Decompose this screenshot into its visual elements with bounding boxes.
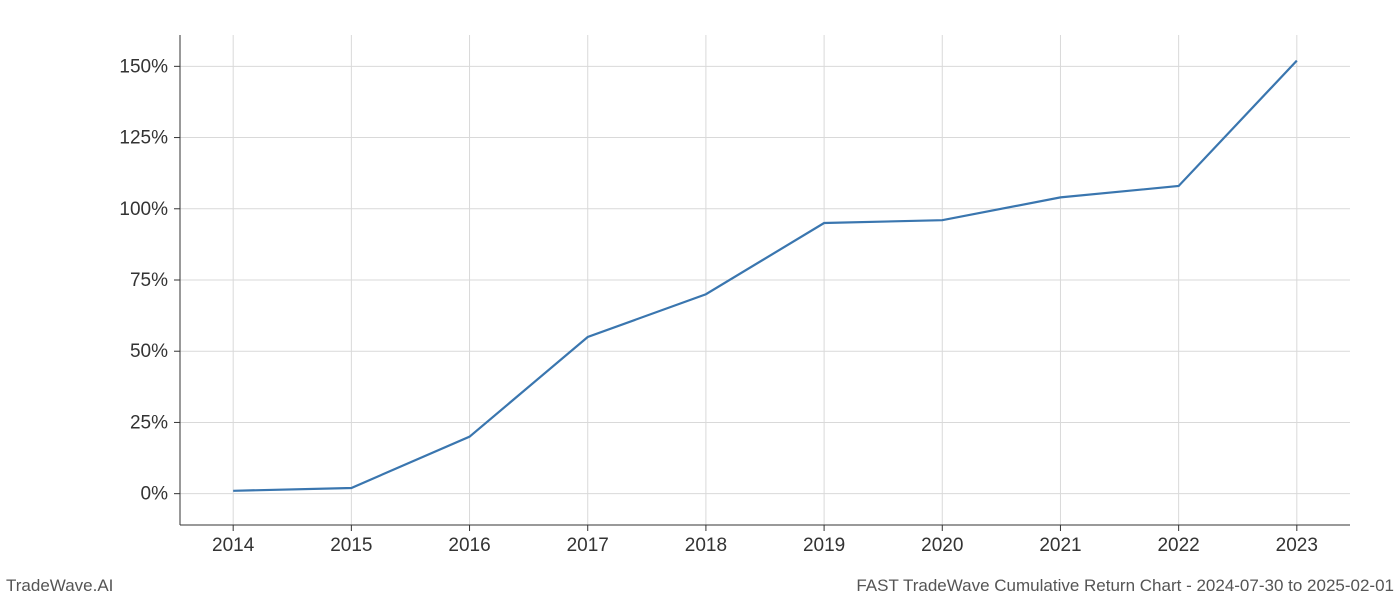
footer-right-text: FAST TradeWave Cumulative Return Chart -… [856, 576, 1394, 596]
x-tick-label: 2016 [448, 535, 490, 556]
footer-left-text: TradeWave.AI [6, 576, 113, 596]
y-tick-label: 100% [119, 199, 168, 220]
x-tick-label: 2021 [1039, 535, 1081, 556]
y-tick-label: 150% [119, 56, 168, 77]
x-tick-label: 2018 [685, 535, 727, 556]
line-chart: 2014 2015 2016 2017 2018 2019 2020 2021 2022 2023… [0, 0, 1400, 600]
y-tick-label: 50% [130, 341, 168, 362]
series-cumulative-return [233, 61, 1297, 491]
chart-container: 2014 2015 2016 2017 2018 2019 2020 2021 2022 2023… [0, 0, 1400, 600]
x-tick-label: 2019 [803, 535, 845, 556]
y-tick-label: 125% [119, 128, 168, 149]
y-tick-label: 25% [130, 412, 168, 433]
y-tick-label: 0% [141, 484, 169, 505]
y-tick-label: 75% [130, 270, 168, 291]
x-tick-label: 2023 [1276, 535, 1318, 556]
x-tick-label: 2020 [921, 535, 963, 556]
x-tick-label: 2015 [330, 535, 372, 556]
x-tick-label: 2022 [1157, 535, 1199, 556]
x-tick-label: 2014 [212, 535, 255, 556]
x-tick-label: 2017 [567, 535, 609, 556]
